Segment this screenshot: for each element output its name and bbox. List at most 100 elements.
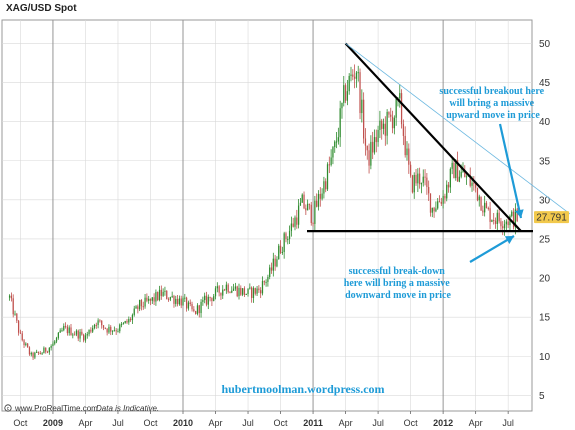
candle-body — [243, 288, 246, 295]
price-candle — [36, 349, 38, 353]
price-candle — [278, 243, 280, 260]
price-candle — [348, 73, 350, 95]
price-candle — [124, 320, 126, 324]
breakdown-arrow — [469, 235, 515, 263]
price-candle — [84, 333, 87, 343]
price-candle — [319, 187, 321, 207]
last-price-background — [534, 211, 569, 224]
candle-body — [129, 319, 132, 321]
candle-body — [375, 137, 377, 143]
candle-body — [10, 295, 13, 299]
candle-body — [229, 292, 231, 294]
candle-body — [106, 328, 108, 333]
candle-body — [500, 221, 502, 227]
candle-body — [464, 170, 466, 178]
price-candle — [236, 285, 238, 298]
y-tick-label: 30 — [539, 195, 551, 206]
candle-body — [55, 337, 58, 342]
candle-body — [382, 123, 385, 129]
price-candle — [493, 212, 495, 225]
candle-body — [278, 245, 280, 260]
price-candle — [337, 127, 339, 145]
candle-body — [272, 258, 274, 271]
price-candle — [19, 329, 22, 334]
price-candle — [437, 198, 439, 210]
candle-body — [388, 111, 390, 115]
candle-body — [352, 74, 354, 77]
price-candle — [330, 149, 332, 167]
candle-body — [222, 289, 224, 296]
price-candle — [514, 203, 517, 235]
candle-body — [220, 292, 222, 296]
candle-body — [438, 201, 441, 203]
candle-body — [408, 148, 410, 165]
candle-body — [465, 176, 468, 178]
candle-body — [404, 135, 406, 156]
price-candle — [355, 71, 358, 88]
price-candle — [83, 333, 85, 343]
candle-body — [158, 289, 161, 301]
price-candle — [502, 221, 504, 236]
price-candle — [205, 291, 208, 307]
price-candle — [93, 323, 96, 330]
candle-body — [334, 141, 336, 148]
price-candle — [195, 310, 197, 315]
candle-body — [285, 233, 287, 240]
price-candle — [137, 304, 139, 314]
price-candle — [196, 303, 199, 316]
candle-body — [440, 202, 442, 204]
price-candle — [202, 296, 204, 306]
candle-body — [64, 325, 67, 327]
price-candle — [451, 157, 453, 175]
price-candle — [173, 294, 175, 308]
price-candle — [10, 292, 13, 302]
candle-body — [458, 176, 461, 182]
breakdown-line-3: downward move in price — [345, 290, 451, 301]
candle-body — [131, 314, 134, 321]
candle-body — [182, 298, 184, 306]
price-candle — [256, 285, 258, 297]
price-candle — [191, 301, 193, 312]
price-candle — [129, 317, 132, 322]
x-tick-label: Apr — [469, 418, 483, 428]
price-candle — [270, 262, 273, 274]
candle-body — [54, 341, 56, 344]
candle-body — [81, 331, 83, 335]
price-candle — [476, 187, 479, 202]
candle-body — [171, 296, 173, 298]
candle-body — [346, 91, 349, 101]
price-candle — [373, 129, 376, 155]
candle-body — [191, 304, 193, 310]
candle-body — [473, 182, 475, 184]
price-candle — [296, 209, 298, 229]
price-candle — [458, 170, 461, 183]
candle-body — [61, 330, 63, 332]
price-candle — [428, 180, 430, 201]
candle-body — [279, 245, 282, 253]
candle-body — [276, 259, 278, 267]
candle-body — [178, 298, 181, 305]
candle-body — [402, 124, 405, 136]
price-candle — [247, 288, 249, 297]
x-tick-label: 2010 — [173, 418, 193, 428]
price-candle — [207, 294, 209, 310]
candle-body — [456, 159, 459, 182]
price-candle — [139, 299, 141, 312]
candle-body — [310, 204, 312, 223]
candle-body — [478, 196, 480, 201]
candle-body — [124, 320, 126, 324]
candle-body — [90, 329, 92, 332]
candle-body — [236, 286, 238, 297]
candle-body — [57, 332, 59, 338]
price-candle — [50, 344, 52, 351]
arrow-shaft — [469, 235, 515, 263]
price-candle — [426, 173, 428, 195]
candle-body — [301, 194, 303, 203]
price-candle — [312, 221, 314, 227]
candle-body — [288, 230, 291, 240]
candle-body — [294, 217, 296, 227]
candle-body — [363, 99, 365, 139]
y-axis: 5 10 15 20 25 30 35 40 45 50 — [539, 39, 551, 402]
price-candle — [158, 285, 161, 302]
resistance-line — [344, 42, 522, 232]
